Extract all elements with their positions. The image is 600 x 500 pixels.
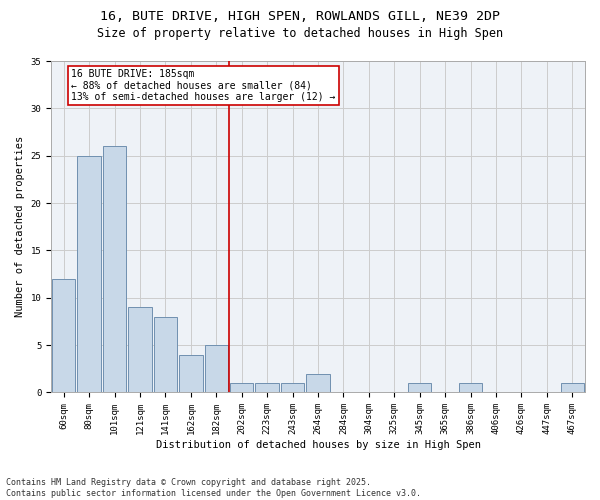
Bar <box>77 156 101 392</box>
X-axis label: Distribution of detached houses by size in High Spen: Distribution of detached houses by size … <box>155 440 481 450</box>
Bar <box>256 383 279 392</box>
Text: 16 BUTE DRIVE: 185sqm
← 88% of detached houses are smaller (84)
13% of semi-deta: 16 BUTE DRIVE: 185sqm ← 88% of detached … <box>71 68 336 102</box>
Text: 16, BUTE DRIVE, HIGH SPEN, ROWLANDS GILL, NE39 2DP: 16, BUTE DRIVE, HIGH SPEN, ROWLANDS GILL… <box>100 10 500 23</box>
Text: Size of property relative to detached houses in High Spen: Size of property relative to detached ho… <box>97 28 503 40</box>
Text: Contains HM Land Registry data © Crown copyright and database right 2025.
Contai: Contains HM Land Registry data © Crown c… <box>6 478 421 498</box>
Bar <box>281 383 304 392</box>
Y-axis label: Number of detached properties: Number of detached properties <box>15 136 25 318</box>
Bar <box>459 383 482 392</box>
Bar <box>179 354 203 393</box>
Bar <box>154 316 177 392</box>
Bar <box>52 279 76 392</box>
Bar <box>408 383 431 392</box>
Bar <box>205 345 228 393</box>
Bar <box>230 383 253 392</box>
Bar <box>560 383 584 392</box>
Bar <box>103 146 126 392</box>
Bar <box>307 374 330 392</box>
Bar <box>128 307 152 392</box>
